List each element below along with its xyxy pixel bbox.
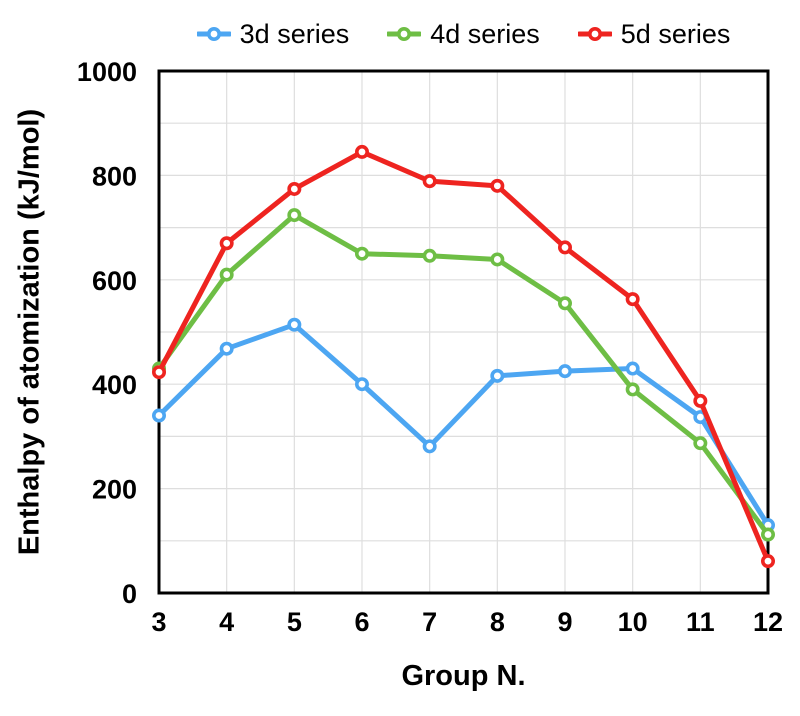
x-axis-title: Group N. [401, 660, 526, 692]
4d-series-ring [397, 27, 412, 41]
data-point-marker [625, 292, 640, 307]
svg-text:10: 10 [618, 607, 648, 637]
y-tick-labels: 0 200 400 600 800 1000 [77, 57, 137, 609]
legend-item-3d-series: 3d series [196, 18, 350, 50]
data-point-marker [490, 178, 505, 193]
svg-text:600: 600 [92, 266, 137, 296]
svg-text:0: 0 [122, 579, 137, 609]
3d-series-marker-icon [196, 27, 231, 41]
legend-label-4d-series: 4d series [430, 18, 540, 49]
svg-text:6: 6 [354, 607, 369, 637]
data-point-marker [354, 144, 369, 159]
5d-series-ring [587, 27, 602, 41]
series-line [156, 322, 771, 528]
svg-text:200: 200 [92, 475, 137, 505]
data-point-marker [152, 408, 167, 423]
data-point-marker [219, 341, 234, 356]
data-point-marker [287, 317, 302, 332]
data-point-marker [219, 267, 234, 282]
svg-text:8: 8 [490, 607, 505, 637]
data-point-marker [760, 554, 775, 569]
data-point-marker [490, 368, 505, 383]
data-point-marker [422, 439, 437, 454]
svg-text:9: 9 [557, 607, 572, 637]
legend: 3d series 4d series 5d series [159, 16, 768, 52]
svg-text:800: 800 [92, 161, 137, 191]
series-5d-series [152, 144, 775, 569]
5d-series-marker-icon [577, 27, 612, 41]
series-line [156, 149, 771, 564]
svg-text:400: 400 [92, 370, 137, 400]
data-point-marker [152, 365, 167, 380]
y-axis-title: Enthalpy of atomization (kJ/mol) [13, 108, 46, 556]
svg-text:12: 12 [753, 607, 783, 637]
data-point-marker [490, 252, 505, 267]
legend-label-5d-series: 5d series [620, 18, 731, 49]
legend-label-3d-series: 3d series [239, 18, 350, 49]
legend-item-4d-series: 4d series [387, 19, 540, 50]
data-point-marker [354, 377, 369, 392]
svg-text:11: 11 [686, 607, 715, 637]
data-point-marker [422, 248, 437, 263]
data-point-marker [287, 181, 302, 196]
data-point-marker [625, 361, 640, 376]
data-point-marker [557, 296, 572, 311]
data-point-marker [557, 364, 572, 379]
gridlines [159, 71, 768, 593]
3d-series-ring [206, 27, 221, 41]
data-point-marker [287, 208, 302, 223]
svg-text:5: 5 [287, 607, 302, 637]
data-point-marker [693, 393, 708, 408]
svg-text:4: 4 [219, 607, 234, 637]
data-point-marker [422, 174, 437, 189]
data-point-marker [219, 236, 234, 251]
4d-series-marker-icon [387, 27, 422, 41]
svg-text:7: 7 [422, 607, 437, 637]
plot-frame [157, 69, 770, 595]
data-point-marker [693, 436, 708, 451]
data-point-marker [625, 382, 640, 397]
data-point-marker [557, 240, 572, 255]
data-point-marker [354, 246, 369, 261]
data-point-marker [760, 527, 775, 542]
legend-item-5d-series: 5d series [577, 18, 731, 50]
x-tick-labels: 3 4 5 6 7 8 9 10 11 12 [151, 607, 783, 637]
svg-text:1000: 1000 [77, 57, 137, 87]
series-line [156, 212, 771, 538]
series-4d-series [152, 208, 775, 542]
svg-text:3: 3 [151, 607, 166, 637]
